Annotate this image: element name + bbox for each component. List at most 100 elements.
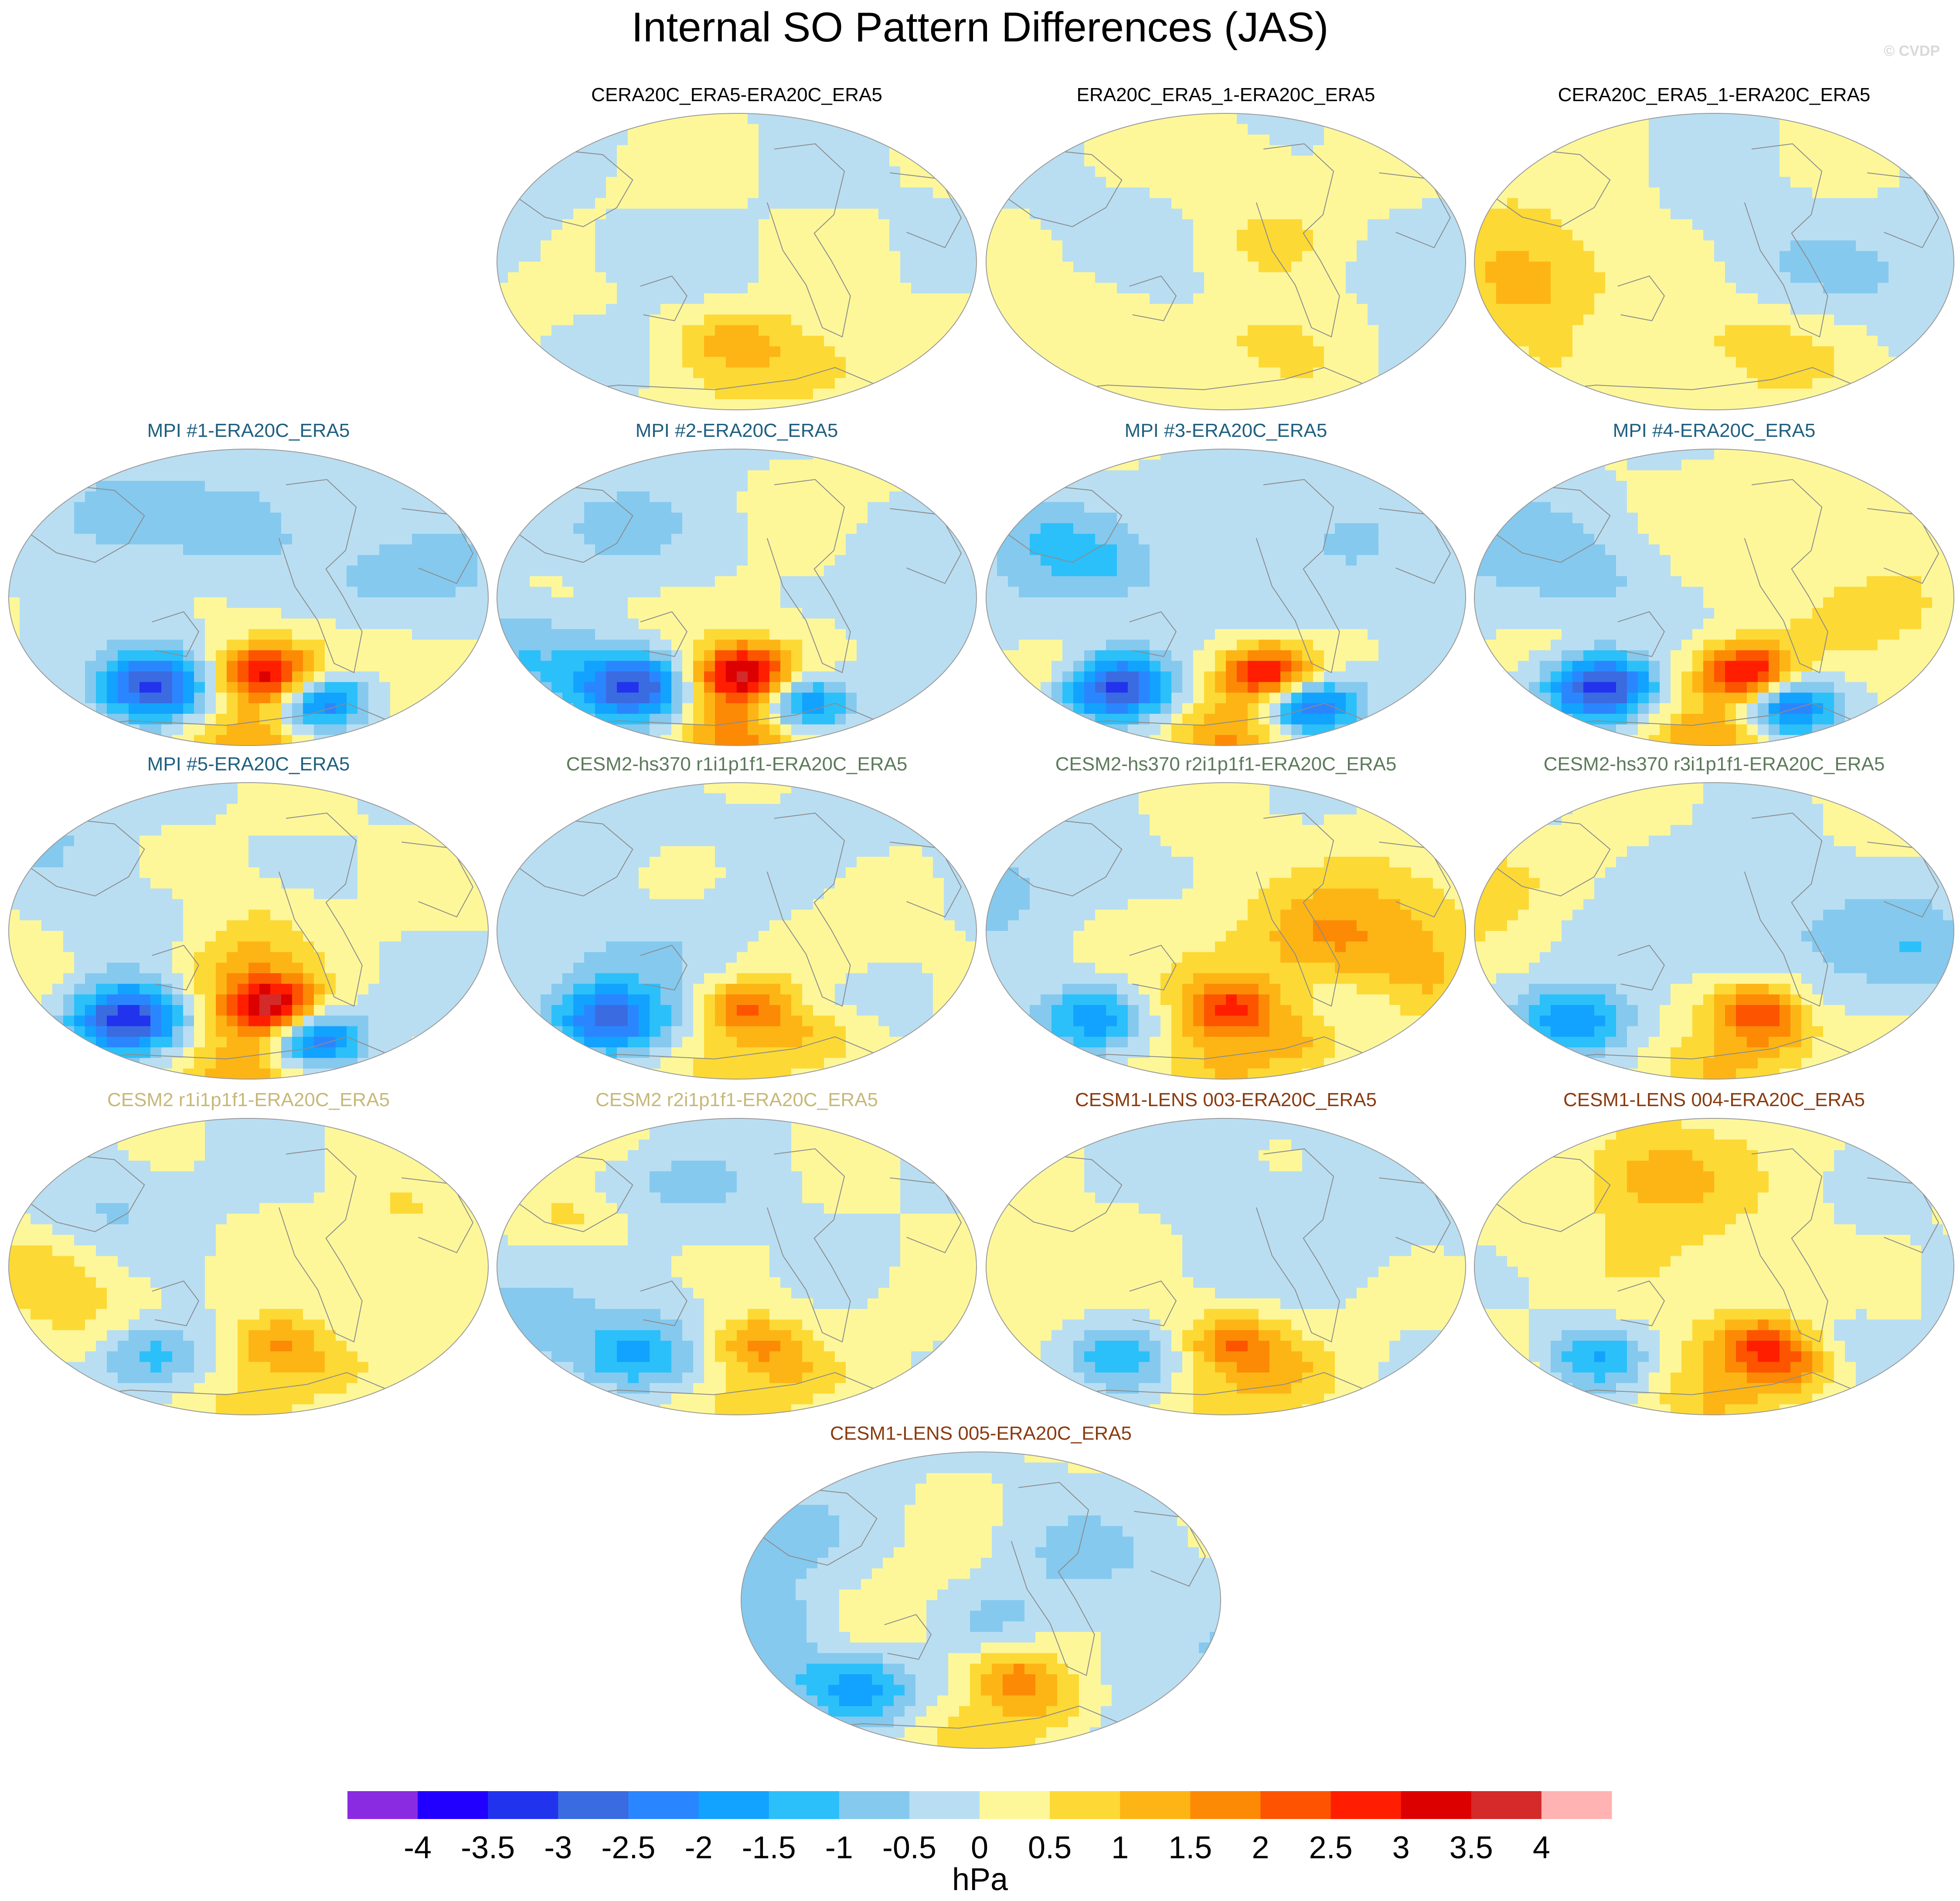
field-cell [541,272,552,283]
field-cell [759,208,770,220]
field-cell [1051,399,1063,410]
field-cell [1324,357,1335,368]
field-cell [1302,262,1313,273]
field-cell [96,491,107,503]
field-cell [508,399,519,410]
field-cell [584,240,595,252]
field-cell [660,208,672,220]
field-cell [868,388,879,400]
field-cell [530,124,541,135]
field-cell [1313,134,1324,146]
field-cell [1540,251,1551,262]
field-cell [835,336,846,347]
field-cell [1357,187,1368,199]
field-cell [41,671,53,683]
field-cell [1583,357,1595,368]
field-cell [238,449,249,460]
field-cell [868,208,879,220]
field-cell [933,219,944,230]
field-cell [1215,272,1226,283]
field-cell [802,187,813,199]
field-cell [1910,357,1922,368]
field-cell [911,134,922,146]
field-cell [737,113,748,125]
field-cell [868,156,879,167]
field-cell [693,272,704,283]
field-cell [1291,378,1303,389]
field-cell [922,124,933,135]
field-cell [562,240,574,252]
field-cell [1378,357,1390,368]
field-cell [693,177,704,188]
field-cell [1540,314,1551,326]
field-cell [573,240,585,252]
field-cell [693,219,704,230]
field-cell [194,470,205,481]
field-cell [791,314,803,326]
field-cell [1583,293,1595,304]
field-cell [1422,208,1433,220]
field-cell [292,661,303,672]
field-cell [1616,230,1627,241]
field-cell [1204,346,1215,358]
field-cell [1444,113,1455,125]
field-cell [693,346,704,358]
field-cell [693,388,704,400]
field-cell [1030,367,1041,378]
field-cell [1910,208,1922,220]
field-cell [1411,208,1422,220]
field-cell [900,240,912,252]
field-cell [96,692,107,704]
field-cell [1335,208,1346,220]
field-cell [1051,198,1063,209]
field-cell [1455,378,1466,389]
field-cell [1389,399,1401,410]
field-cell [573,346,585,358]
field-cell [759,156,770,167]
field-cell [1910,293,1922,304]
field-cell [1444,336,1455,347]
field-cell [477,714,488,725]
field-cell [966,187,977,199]
field-cell [379,629,391,640]
field-cell [1594,367,1606,378]
field-cell [1008,314,1019,326]
field-cell [791,124,803,135]
coastline [278,479,363,674]
field-cell [1237,283,1248,294]
field-cell [868,177,879,188]
field-cell [1215,208,1226,220]
field-cell [1692,113,1704,125]
field-cell [456,608,467,619]
field-cell [1834,177,1845,188]
field-cell [1834,230,1845,241]
field-cell [325,650,336,661]
field-cell [1540,145,1551,156]
field-cell [1921,272,1933,283]
field-cell [85,735,96,746]
field-cell [1932,219,1943,230]
field-cell [660,325,672,336]
field-cell [41,608,53,619]
field-cell [1389,230,1401,241]
field-cell [769,177,781,188]
field-cell [617,336,628,347]
field-cell [1627,177,1638,188]
field-cell [1714,166,1725,177]
field-cell [813,293,824,304]
field-cell [368,449,380,460]
field-cell [1899,378,1911,389]
field-cell [1160,208,1172,220]
field-cell [1627,219,1638,230]
field-cell [1269,166,1281,177]
field-cell [878,198,890,209]
field-cell [347,480,358,492]
field-cell [682,336,694,347]
field-cell [1008,240,1019,252]
field-cell [1485,145,1497,156]
field-cell [671,166,683,177]
field-cell [551,336,563,347]
field-cell [922,145,933,156]
field-cell [846,336,857,347]
field-cell [1237,367,1248,378]
